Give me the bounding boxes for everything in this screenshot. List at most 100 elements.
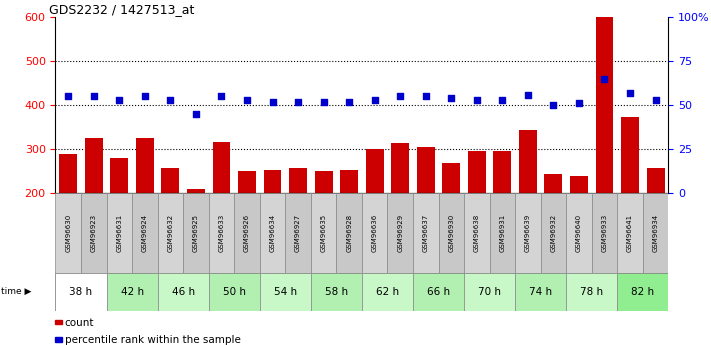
- Text: GDS2232 / 1427513_at: GDS2232 / 1427513_at: [49, 3, 195, 16]
- Point: [191, 111, 202, 117]
- Text: 78 h: 78 h: [580, 287, 604, 296]
- Text: GSM96640: GSM96640: [576, 214, 582, 252]
- Point: [446, 96, 457, 101]
- Text: count: count: [65, 318, 94, 327]
- Bar: [413, 273, 464, 310]
- Bar: [55, 273, 107, 310]
- Bar: [289, 168, 307, 281]
- Point: [292, 99, 304, 105]
- Bar: [439, 193, 464, 273]
- Text: GSM96927: GSM96927: [295, 214, 301, 252]
- Text: percentile rank within the sample: percentile rank within the sample: [65, 335, 240, 345]
- Point: [497, 97, 508, 103]
- Bar: [136, 138, 154, 281]
- Bar: [107, 273, 158, 310]
- Bar: [540, 193, 566, 273]
- Bar: [213, 142, 230, 281]
- Bar: [490, 193, 515, 273]
- Bar: [442, 163, 460, 281]
- Text: GSM96929: GSM96929: [397, 214, 403, 252]
- Bar: [264, 170, 282, 281]
- Text: GSM96932: GSM96932: [550, 214, 557, 252]
- Bar: [209, 193, 234, 273]
- Point: [267, 99, 278, 105]
- Bar: [238, 171, 256, 281]
- Bar: [621, 117, 639, 281]
- Text: GSM96928: GSM96928: [346, 214, 352, 252]
- Point: [395, 93, 406, 99]
- Text: 66 h: 66 h: [427, 287, 450, 296]
- Text: 46 h: 46 h: [171, 287, 195, 296]
- Point: [215, 93, 227, 99]
- Bar: [260, 193, 285, 273]
- Text: GSM96630: GSM96630: [65, 214, 71, 252]
- Bar: [362, 273, 413, 310]
- Text: GSM96931: GSM96931: [499, 214, 506, 252]
- Bar: [596, 17, 614, 281]
- Point: [650, 97, 661, 103]
- Point: [369, 97, 380, 103]
- Text: GSM96631: GSM96631: [117, 214, 122, 252]
- Text: GSM96641: GSM96641: [627, 214, 633, 252]
- Text: GSM96924: GSM96924: [141, 214, 148, 252]
- Bar: [59, 154, 77, 281]
- Bar: [55, 193, 81, 273]
- Bar: [132, 193, 158, 273]
- Text: 74 h: 74 h: [529, 287, 552, 296]
- Bar: [387, 193, 413, 273]
- Text: 70 h: 70 h: [478, 287, 501, 296]
- Bar: [391, 142, 409, 281]
- Text: GSM96636: GSM96636: [372, 214, 378, 252]
- Text: 50 h: 50 h: [223, 287, 246, 296]
- Text: GSM96930: GSM96930: [448, 214, 454, 252]
- Bar: [187, 189, 205, 281]
- Text: time ▶: time ▶: [1, 287, 32, 296]
- Bar: [336, 193, 362, 273]
- Bar: [464, 273, 515, 310]
- Point: [318, 99, 329, 105]
- Bar: [646, 168, 665, 281]
- Text: 38 h: 38 h: [70, 287, 92, 296]
- Bar: [285, 193, 311, 273]
- Text: GSM96933: GSM96933: [602, 214, 607, 252]
- Text: GSM96637: GSM96637: [423, 214, 429, 252]
- Bar: [643, 193, 668, 273]
- Bar: [617, 193, 643, 273]
- Point: [471, 97, 483, 103]
- Bar: [519, 130, 537, 281]
- Bar: [545, 174, 562, 281]
- Bar: [570, 176, 588, 281]
- Bar: [311, 273, 362, 310]
- Bar: [362, 193, 387, 273]
- Point: [63, 93, 74, 99]
- Point: [599, 76, 610, 81]
- Text: GSM96923: GSM96923: [91, 214, 97, 252]
- Bar: [417, 147, 434, 281]
- Point: [343, 99, 355, 105]
- Text: GSM96633: GSM96633: [218, 214, 225, 252]
- Point: [88, 93, 100, 99]
- Bar: [158, 193, 183, 273]
- Bar: [85, 138, 102, 281]
- Text: GSM96638: GSM96638: [474, 214, 480, 252]
- Text: GSM96635: GSM96635: [321, 214, 326, 252]
- Bar: [617, 273, 668, 310]
- Text: 54 h: 54 h: [274, 287, 297, 296]
- Text: 82 h: 82 h: [631, 287, 654, 296]
- Bar: [110, 158, 128, 281]
- Point: [547, 102, 559, 108]
- Point: [420, 93, 432, 99]
- Bar: [107, 193, 132, 273]
- Bar: [365, 149, 384, 281]
- Text: GSM96926: GSM96926: [244, 214, 250, 252]
- Point: [114, 97, 125, 103]
- Text: GSM96934: GSM96934: [653, 214, 658, 252]
- Point: [241, 97, 252, 103]
- Text: 42 h: 42 h: [120, 287, 144, 296]
- Point: [165, 97, 176, 103]
- Bar: [183, 193, 209, 273]
- Bar: [566, 273, 617, 310]
- Bar: [340, 170, 358, 281]
- Bar: [464, 193, 490, 273]
- Bar: [566, 193, 592, 273]
